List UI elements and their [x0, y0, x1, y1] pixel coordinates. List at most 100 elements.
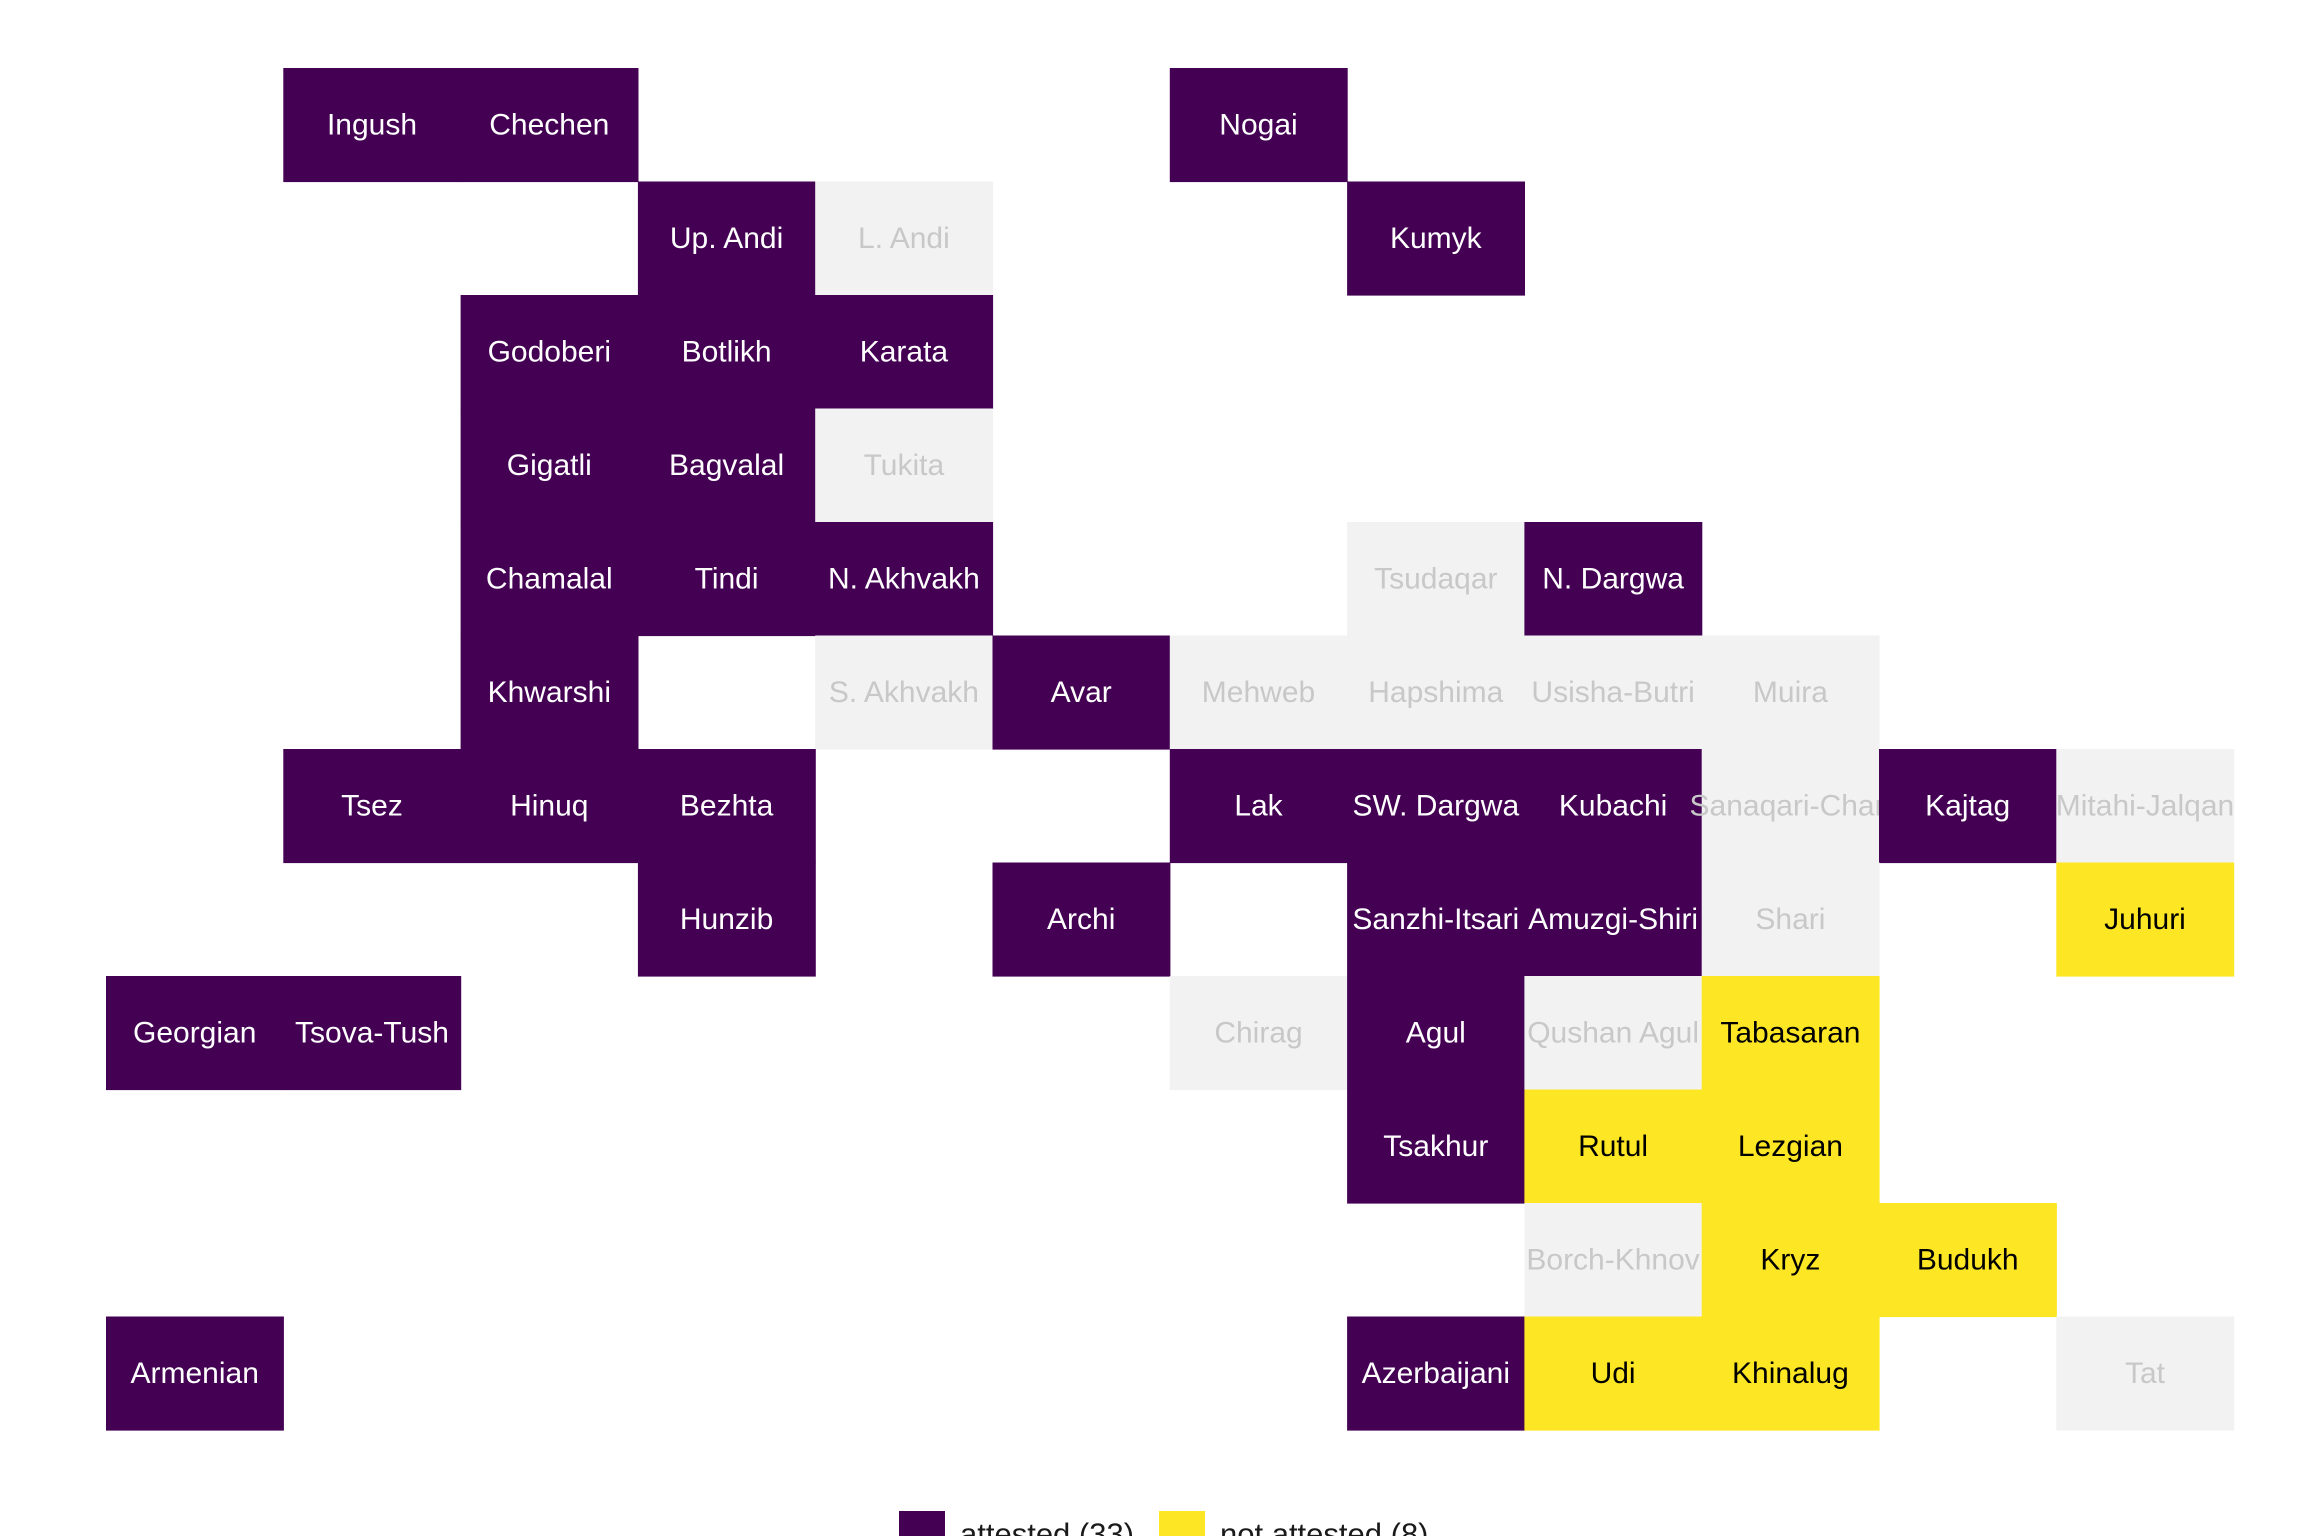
tile-hapshima — [1347, 635, 1525, 750]
tile-label-nogai: Nogai — [1219, 108, 1297, 141]
tile-label-lak: Lak — [1234, 789, 1283, 822]
tile-juhuri — [2056, 862, 2235, 977]
tile-label-hapshima: Hapshima — [1368, 676, 1503, 709]
tile-label-tsakhur: Tsakhur — [1383, 1130, 1488, 1163]
legend: attested (33) not attested (8) — [899, 1511, 1429, 1536]
tile-tabasaran — [1701, 976, 1880, 1091]
tile-label-tsez: Tsez — [341, 789, 403, 822]
tile-kajtag — [1879, 749, 2057, 864]
tile-label-hunzib: Hunzib — [680, 903, 773, 936]
tile-label-usisha-butri: Usisha-Butri — [1531, 676, 1694, 709]
tile-label-khinalug: Khinalug — [1732, 1357, 1849, 1390]
tile-label-mehweb: Mehweb — [1202, 676, 1315, 709]
tile-label-hinuq: Hinuq — [510, 789, 588, 822]
tile-label-borch-khnov: Borch-Khnov — [1526, 1243, 1699, 1276]
tile-label-avar: Avar — [1051, 676, 1112, 709]
tile-label-botlikh: Botlikh — [682, 335, 772, 368]
tile-chamalal — [460, 522, 639, 637]
tile-kumyk — [1347, 181, 1525, 296]
tile-label-agul: Agul — [1406, 1016, 1466, 1049]
tile-label-s-akhvakh: S. Akhvakh — [829, 676, 979, 709]
tile-sanaqari-chan — [1701, 749, 1880, 864]
tile-bezhta — [637, 749, 816, 864]
tile-rutul — [1524, 1089, 1703, 1204]
tile-tat — [2056, 1316, 2235, 1431]
tile-mehweb — [1169, 635, 1348, 750]
tile-georgian — [106, 976, 284, 1091]
tile-label-chechen: Chechen — [489, 108, 609, 141]
tile-label-lezgian: Lezgian — [1738, 1130, 1843, 1163]
tile-n-akhvakh — [815, 522, 994, 637]
tile-label-sw-dargwa: SW. Dargwa — [1352, 789, 1519, 822]
tile-amuzgi-shiri — [1524, 862, 1703, 977]
tile-tindi — [637, 522, 816, 637]
tile-shari — [1701, 862, 1880, 977]
tile-hunzib — [637, 862, 816, 977]
tile-label-bezhta: Bezhta — [680, 789, 774, 822]
tile-karata — [815, 295, 994, 410]
legend-swatch-attested — [899, 1511, 945, 1536]
tile-label-ingush: Ingush — [327, 108, 417, 141]
tile-label-kryz: Kryz — [1760, 1243, 1820, 1276]
tile-n-dargwa — [1524, 522, 1703, 637]
tile-label-n-akhvakh: N. Akhvakh — [828, 562, 980, 595]
tile-label-gigatli: Gigatli — [507, 449, 592, 482]
tile-label-muira: Muira — [1753, 676, 1828, 709]
tile-lak — [1169, 749, 1348, 864]
tile-label-budukh: Budukh — [1917, 1243, 2019, 1276]
tile-gigatli — [460, 408, 639, 523]
tile-borch-khnov — [1524, 1203, 1703, 1318]
tile-label-tabasaran: Tabasaran — [1720, 1016, 1860, 1049]
tile-chechen — [460, 68, 639, 183]
tile-hinuq — [460, 749, 639, 864]
tile-label-tsova-tush: Tsova-Tush — [295, 1016, 449, 1049]
tile-lezgian — [1701, 1089, 1880, 1204]
tile-label-sanaqari-chan: Sanaqari-Chan — [1690, 789, 1892, 822]
tile-label-chamalal: Chamalal — [486, 562, 613, 595]
tile-label-n-dargwa: N. Dargwa — [1542, 562, 1684, 595]
tile-godoberi — [460, 295, 639, 410]
tile-s-akhvakh — [815, 635, 994, 750]
tile-label-kumyk: Kumyk — [1390, 222, 1483, 255]
tile-kubachi — [1524, 749, 1703, 864]
tile-tsakhur — [1347, 1089, 1525, 1204]
tile-label-karata: Karata — [860, 335, 949, 368]
tile-label-kubachi: Kubachi — [1559, 789, 1667, 822]
tile-khwarshi — [460, 635, 639, 750]
tile-azerbaijani — [1347, 1316, 1525, 1431]
tile-botlikh — [637, 295, 816, 410]
tile-armenian — [106, 1316, 284, 1431]
legend-swatch-not-attested — [1159, 1511, 1205, 1536]
tile-sanzhi-itsari — [1347, 862, 1525, 977]
tile-label-juhuri: Juhuri — [2104, 903, 2186, 936]
tile-agul — [1347, 976, 1525, 1091]
tile-grid: Ingush Chechen Nogai Up. Andi L. Andi Kumyk Go… — [106, 68, 2234, 1431]
tile-label-godoberi: Godoberi — [488, 335, 611, 368]
tile-label-chirag: Chirag — [1214, 1016, 1302, 1049]
tile-tsudaqar — [1347, 522, 1525, 637]
tile-label-qushan-agul: Qushan Agul — [1527, 1016, 1699, 1049]
tile-label-udi: Udi — [1591, 1357, 1636, 1390]
tile-ingush — [283, 68, 462, 183]
tile-chirag — [1169, 976, 1348, 1091]
tile-tukita — [815, 408, 994, 523]
tile-label-amuzgi-shiri: Amuzgi-Shiri — [1528, 903, 1698, 936]
tile-usisha-butri — [1524, 635, 1703, 750]
tile-budukh — [1879, 1203, 2057, 1318]
tile-up-andi — [637, 181, 816, 296]
tile-mitahi-jalqan — [2056, 749, 2235, 864]
tile-label-archi: Archi — [1047, 903, 1115, 936]
tile-tsova-tush — [283, 976, 462, 1091]
tile-kryz — [1701, 1203, 1880, 1318]
tile-label-tukita: Tukita — [864, 449, 945, 482]
tile-label-mitahi-jalqan: Mitahi-Jalqan — [2056, 789, 2234, 822]
tile-label-sanzhi-itsari: Sanzhi-Itsari — [1352, 903, 1519, 936]
tile-label-shari: Shari — [1755, 903, 1825, 936]
tile-label-tindi: Tindi — [695, 562, 759, 595]
tile-archi — [992, 862, 1171, 977]
tile-qushan-agul — [1524, 976, 1703, 1091]
tile-tsez — [283, 749, 462, 864]
tile-bagvalal — [637, 408, 816, 523]
tile-label-tat: Tat — [2125, 1357, 2166, 1390]
